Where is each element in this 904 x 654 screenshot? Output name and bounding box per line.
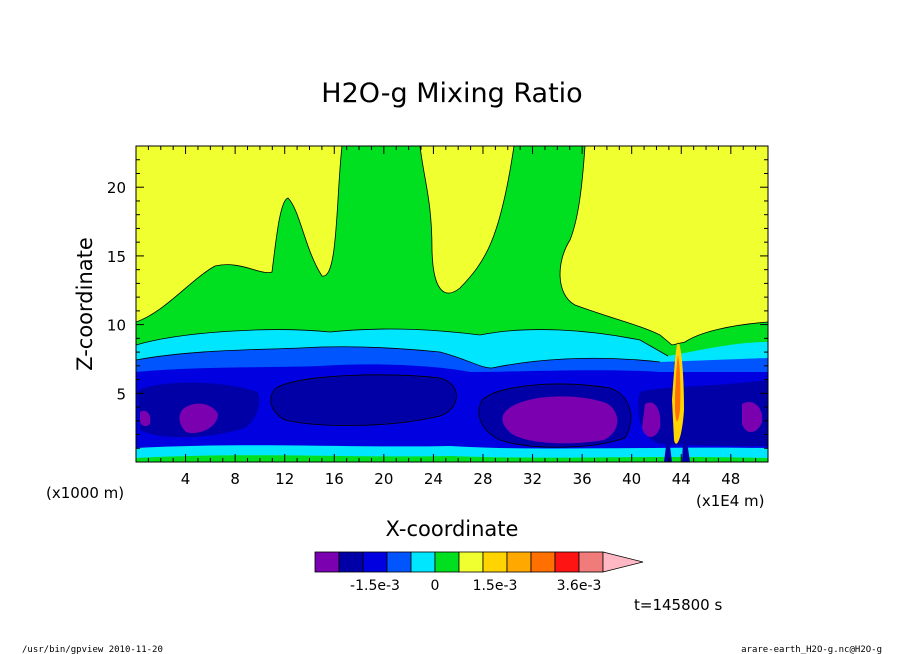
contour-band-purple — [179, 403, 218, 434]
colorbar-swatch — [410, 551, 436, 573]
colorbar-swatch — [506, 551, 532, 573]
contour-plot — [136, 146, 768, 462]
x-tick-label: 44 — [672, 470, 691, 488]
x-tick-labels: 4 8 12 16 20 24 28 32 36 40 44 48 — [181, 470, 741, 488]
colorbar-swatch — [578, 551, 604, 573]
chart-title: H2O-g Mixing Ratio — [321, 78, 582, 109]
colorbar-swatch — [482, 551, 508, 573]
x-tick-label: 40 — [622, 470, 641, 488]
y-tick-labels: 5 10 15 20 — [107, 179, 126, 403]
colorbar-swatch — [554, 551, 580, 573]
colorbar-label: 0 — [431, 578, 440, 594]
x-unit-right: (x1E4 m) — [696, 492, 765, 510]
colorbar-label: 1.5e-3 — [473, 578, 518, 594]
x-unit-left: (x1000 m) — [46, 484, 124, 502]
axis-ticks — [136, 146, 768, 462]
colorbar — [314, 551, 644, 573]
y-tick-label: 10 — [107, 317, 126, 335]
colorbar-arrow — [602, 551, 644, 573]
x-tick-label: 32 — [523, 470, 542, 488]
colorbar-labels: -1.5e-3 0 1.5e-3 3.6e-3 — [350, 578, 601, 594]
x-tick-label: 16 — [325, 470, 344, 488]
footer-right: arare-earth_H2O-g.nc@H2O-g — [741, 645, 882, 654]
x-tick-label: 20 — [374, 470, 393, 488]
y-tick-label: 20 — [107, 179, 126, 197]
colorbar-swatch — [434, 551, 460, 573]
x-axis-label: X-coordinate — [386, 517, 519, 541]
colorbar-label: 3.6e-3 — [557, 578, 602, 594]
colorbar-swatch — [314, 551, 340, 573]
colorbar-swatch — [362, 551, 388, 573]
x-tick-label: 12 — [275, 470, 294, 488]
time-label: t=145800 s — [634, 596, 722, 614]
plot-frame — [135, 145, 769, 463]
footer-left: /usr/bin/gpview 2010-11-20 — [22, 645, 163, 654]
x-tick-label: 48 — [721, 470, 740, 488]
y-axis-label: Z-coordinate — [73, 237, 97, 371]
colorbar-swatch — [338, 551, 364, 573]
y-tick-label: 5 — [116, 385, 126, 403]
x-tick-label: 24 — [424, 470, 443, 488]
contour-lines — [136, 146, 768, 448]
x-tick-label: 4 — [181, 470, 191, 488]
colorbar-swatch — [530, 551, 556, 573]
x-tick-label: 36 — [573, 470, 592, 488]
colorbar-label: -1.5e-3 — [350, 578, 400, 594]
colorbar-swatch — [458, 551, 484, 573]
x-tick-label: 28 — [473, 470, 492, 488]
y-tick-label: 15 — [107, 248, 126, 266]
x-tick-label: 8 — [230, 470, 240, 488]
colorbar-swatch — [386, 551, 412, 573]
